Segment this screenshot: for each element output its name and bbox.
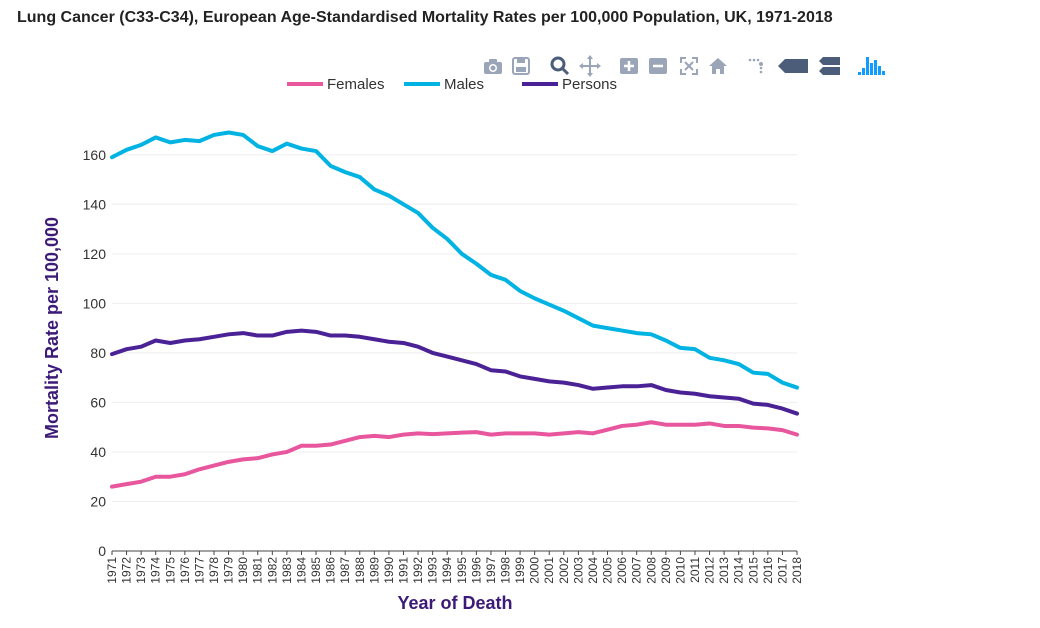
x-tick-label: 1972 (120, 557, 134, 584)
x-tick-label: 2000 (528, 557, 542, 584)
y-tick-label: 40 (90, 444, 106, 460)
x-tick-label: 2007 (630, 557, 644, 584)
x-tick-label: 2010 (673, 557, 687, 584)
x-tick-label: 1996 (469, 557, 483, 584)
x-tick-label: 1985 (309, 557, 323, 584)
x-tick-label: 1978 (207, 557, 221, 584)
x-tick-label: 1973 (134, 557, 148, 584)
hover-closest-icon[interactable] (776, 54, 810, 78)
x-tick-label: 1976 (178, 557, 192, 584)
x-tick-label: 1993 (426, 557, 440, 584)
x-tick-label: 2001 (542, 557, 556, 584)
y-tick-label: 80 (90, 345, 106, 361)
zoom-in-icon[interactable] (618, 54, 640, 78)
x-tick-label: 2014 (732, 557, 746, 584)
save-icon[interactable] (510, 54, 532, 78)
x-tick-label: 2016 (761, 557, 775, 584)
x-tick-label: 1989 (367, 557, 381, 584)
x-tick-label: 1997 (484, 557, 498, 584)
x-tick-label: 2015 (746, 557, 760, 584)
x-tick-label: 2006 (615, 557, 629, 584)
x-tick-label: 1992 (411, 557, 425, 584)
x-tick-label: 1977 (192, 557, 206, 584)
x-axis-title: Year of Death (397, 593, 512, 613)
x-tick-label: 1981 (251, 557, 265, 584)
x-tick-label: 1979 (222, 557, 236, 584)
plot-series (110, 130, 799, 489)
y-tick-label: 140 (83, 196, 107, 212)
x-tick-label: 2013 (717, 557, 731, 584)
x-tick-label: 2004 (586, 557, 600, 584)
series-line-males (110, 130, 799, 390)
x-tick-label: 2017 (775, 557, 789, 584)
x-tick-label: 1984 (294, 557, 308, 584)
x-tick-label: 1987 (338, 557, 352, 584)
y-tick-label: 20 (90, 493, 106, 509)
legend-label-females[interactable]: Females (327, 76, 385, 93)
spike-lines-icon[interactable] (745, 54, 767, 78)
x-tick-label: 2002 (557, 557, 571, 584)
x-tick-label: 1988 (353, 557, 367, 584)
y-tick-label: 100 (83, 295, 107, 311)
series-line-females (110, 420, 799, 489)
x-tick-label: 1998 (499, 557, 513, 584)
x-tick-label: 1971 (105, 557, 119, 584)
x-tick-label: 1999 (513, 557, 527, 584)
x-tick-label: 1983 (280, 557, 294, 584)
x-tick-label: 2005 (601, 557, 615, 584)
x-tick-label: 1986 (324, 557, 338, 584)
camera-icon[interactable] (482, 54, 504, 78)
x-tick-label: 2018 (790, 557, 804, 584)
gridlines (112, 154, 797, 502)
y-axis: 0 20 40 60 80 100 120 140 160 (83, 147, 107, 559)
hover-compare-icon[interactable] (816, 54, 842, 78)
chart-title: Lung Cancer (C33-C34), European Age-Stan… (17, 9, 833, 26)
x-tick-label: 1982 (265, 557, 279, 584)
zoom-out-icon[interactable] (647, 54, 669, 78)
legend-label-persons[interactable]: Persons (562, 76, 617, 93)
x-tick-label: 1995 (455, 557, 469, 584)
legend: Females Males Persons (287, 76, 617, 93)
x-tick-label: 1994 (440, 557, 454, 584)
x-tick-label: 2011 (688, 557, 702, 583)
plotly-logo-icon[interactable] (857, 54, 889, 78)
x-tick-label: 2012 (703, 557, 717, 584)
zoom-icon[interactable] (549, 54, 571, 78)
x-tick-label: 2003 (571, 557, 585, 584)
legend-label-males[interactable]: Males (444, 76, 484, 93)
y-tick-label: 120 (83, 246, 107, 262)
autoscale-icon[interactable] (678, 54, 700, 78)
y-axis-title: Mortality Rate per 100,000 (42, 217, 62, 439)
x-tick-label: 2009 (659, 557, 673, 584)
x-tick-label: 1975 (163, 557, 177, 584)
x-tick-label: 1974 (149, 557, 163, 584)
reset-axes-icon[interactable] (707, 54, 729, 78)
pan-icon[interactable] (579, 54, 601, 78)
y-tick-label: 0 (98, 543, 106, 559)
x-tick-label: 1991 (396, 557, 410, 584)
y-tick-label: 60 (90, 394, 106, 410)
x-tick-label: 2008 (644, 557, 658, 584)
x-tick-label: 1980 (236, 557, 250, 584)
y-tick-label: 160 (83, 147, 107, 163)
x-axis: 1971 1972 1973 1974 1975 1976 1977 1978 1979 1980… (105, 550, 804, 584)
x-tick-label: 1990 (382, 557, 396, 584)
series-line-persons (110, 328, 799, 416)
